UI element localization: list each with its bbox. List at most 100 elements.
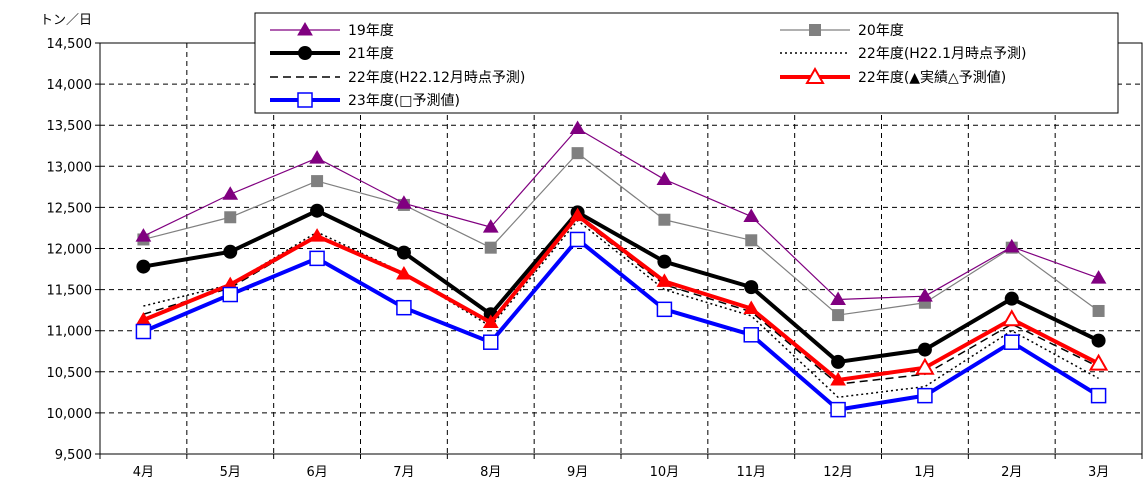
x-tick-label: 11月: [736, 465, 766, 480]
open-square-marker: [1090, 387, 1107, 404]
y-tick-label: 12,000: [47, 243, 93, 258]
y-tick-label: 10,000: [47, 407, 93, 422]
triangle-marker: [1003, 238, 1020, 253]
triangle-marker: [569, 120, 586, 134]
y-tick-label: 10,500: [47, 366, 93, 381]
series-3: [143, 219, 1099, 399]
triangle-marker: [743, 208, 760, 222]
triangle-marker: [656, 171, 673, 185]
open-square-marker: [297, 92, 313, 108]
triangle-marker: [1090, 270, 1107, 284]
square-marker: [571, 147, 584, 160]
legend-label: 22年度(▲実績△予測値): [858, 70, 1006, 86]
x-tick-label: 2月: [1001, 465, 1022, 480]
open-square-marker: [743, 327, 759, 343]
legend-item-5: 22年度(▲実績△予測値): [780, 66, 1006, 86]
legend-label: 19年度: [348, 23, 394, 39]
open-square-marker: [483, 334, 499, 350]
y-tick-label: 9,500: [55, 448, 92, 463]
y-unit-label: トン／日: [40, 13, 92, 28]
triangle-marker: [482, 219, 499, 233]
x-tick-label: 4月: [133, 465, 154, 480]
triangle-marker: [309, 228, 325, 242]
square-marker: [745, 234, 758, 247]
triangle-marker: [830, 291, 846, 305]
open-triangle-marker: [1088, 353, 1109, 371]
legend-label: 22年度(H22.12月時点予測): [348, 70, 525, 86]
series-1: [137, 147, 1105, 322]
legend-item-2: 21年度: [270, 46, 394, 62]
series-2: [136, 203, 1106, 369]
triangle-marker: [656, 273, 673, 287]
open-square-marker: [222, 286, 238, 303]
legend-item-1: 20年度: [780, 23, 904, 39]
triangle-marker: [135, 228, 152, 242]
square-marker: [1092, 304, 1105, 317]
series-line: [143, 127, 1099, 301]
triangle-marker: [830, 372, 846, 386]
square-marker: [658, 213, 671, 226]
square-marker: [224, 211, 237, 224]
series-layer: [135, 120, 1109, 418]
x-tick-label: 3月: [1088, 465, 1109, 480]
legend-box: [254, 12, 1119, 114]
circle-marker: [831, 354, 846, 369]
y-tick-label: 14,500: [47, 37, 93, 52]
x-tick-label: 6月: [306, 465, 327, 480]
open-square-marker: [656, 301, 673, 318]
circle-marker: [298, 46, 312, 60]
series-line: [142, 237, 1100, 412]
open-square-marker: [569, 231, 586, 248]
legend-label: 23年度(□予測値): [348, 93, 460, 109]
y-tick-label: 11,000: [47, 325, 93, 340]
triangle-marker: [297, 22, 313, 36]
series-line: [143, 208, 1100, 364]
y-tick-label: 12,500: [47, 201, 93, 216]
open-square-marker: [135, 323, 152, 340]
triangle-marker: [396, 195, 412, 209]
square-marker: [809, 24, 821, 36]
x-tick-label: 8月: [480, 465, 501, 480]
series-line: [143, 152, 1099, 316]
legend-item-0: 19年度: [270, 22, 394, 39]
legend-label: 20年度: [858, 23, 904, 39]
x-tick-label: 12月: [823, 465, 853, 480]
triangle-marker: [396, 265, 412, 280]
legend-item-3: 22年度(H22.1月時点予測): [780, 46, 1026, 62]
triangle-marker: [743, 300, 760, 315]
open-square-marker: [1004, 334, 1020, 350]
series-6: [135, 231, 1107, 418]
open-square-marker: [830, 401, 846, 418]
open-square-marker: [309, 250, 325, 267]
square-marker: [311, 175, 324, 188]
triangle-marker: [482, 314, 499, 328]
circle-marker: [1004, 291, 1019, 306]
x-tick-label: 5月: [220, 465, 241, 480]
circle-marker: [1091, 333, 1106, 348]
open-triangle-marker: [805, 66, 825, 84]
triangle-marker: [222, 186, 239, 200]
series-5: [135, 207, 1109, 386]
legend-item-6: 23年度(□予測値): [270, 92, 460, 109]
circle-marker: [136, 259, 151, 274]
y-tick-label: 13,000: [47, 160, 93, 175]
triangle-marker: [309, 150, 325, 164]
y-tick-label: 11,500: [47, 284, 93, 299]
x-tick-label: 1月: [914, 465, 935, 480]
open-triangle-marker: [915, 357, 935, 375]
triangle-marker: [569, 207, 586, 222]
legend-label: 22年度(H22.1月時点予測): [858, 46, 1026, 62]
circle-marker: [917, 342, 932, 357]
open-triangle-marker: [1002, 309, 1022, 327]
square-marker: [484, 241, 497, 254]
legend-layer: 19年度 20年度 21年度 22年度(H22.1月時点予測) 22年度(H22.12月…: [254, 12, 1119, 114]
axis-layer: 9,500 10,000 10,500 11,000 11,500 12,000 12,50…: [40, 13, 1143, 480]
open-square-marker: [917, 387, 933, 404]
x-tick-label: 7月: [393, 465, 414, 480]
legend-item-4: 22年度(H22.12月時点予測): [270, 70, 525, 86]
legend-label: 21年度: [348, 46, 394, 62]
series-0: [135, 120, 1107, 305]
circle-marker: [744, 280, 759, 295]
circle-marker: [396, 245, 411, 260]
